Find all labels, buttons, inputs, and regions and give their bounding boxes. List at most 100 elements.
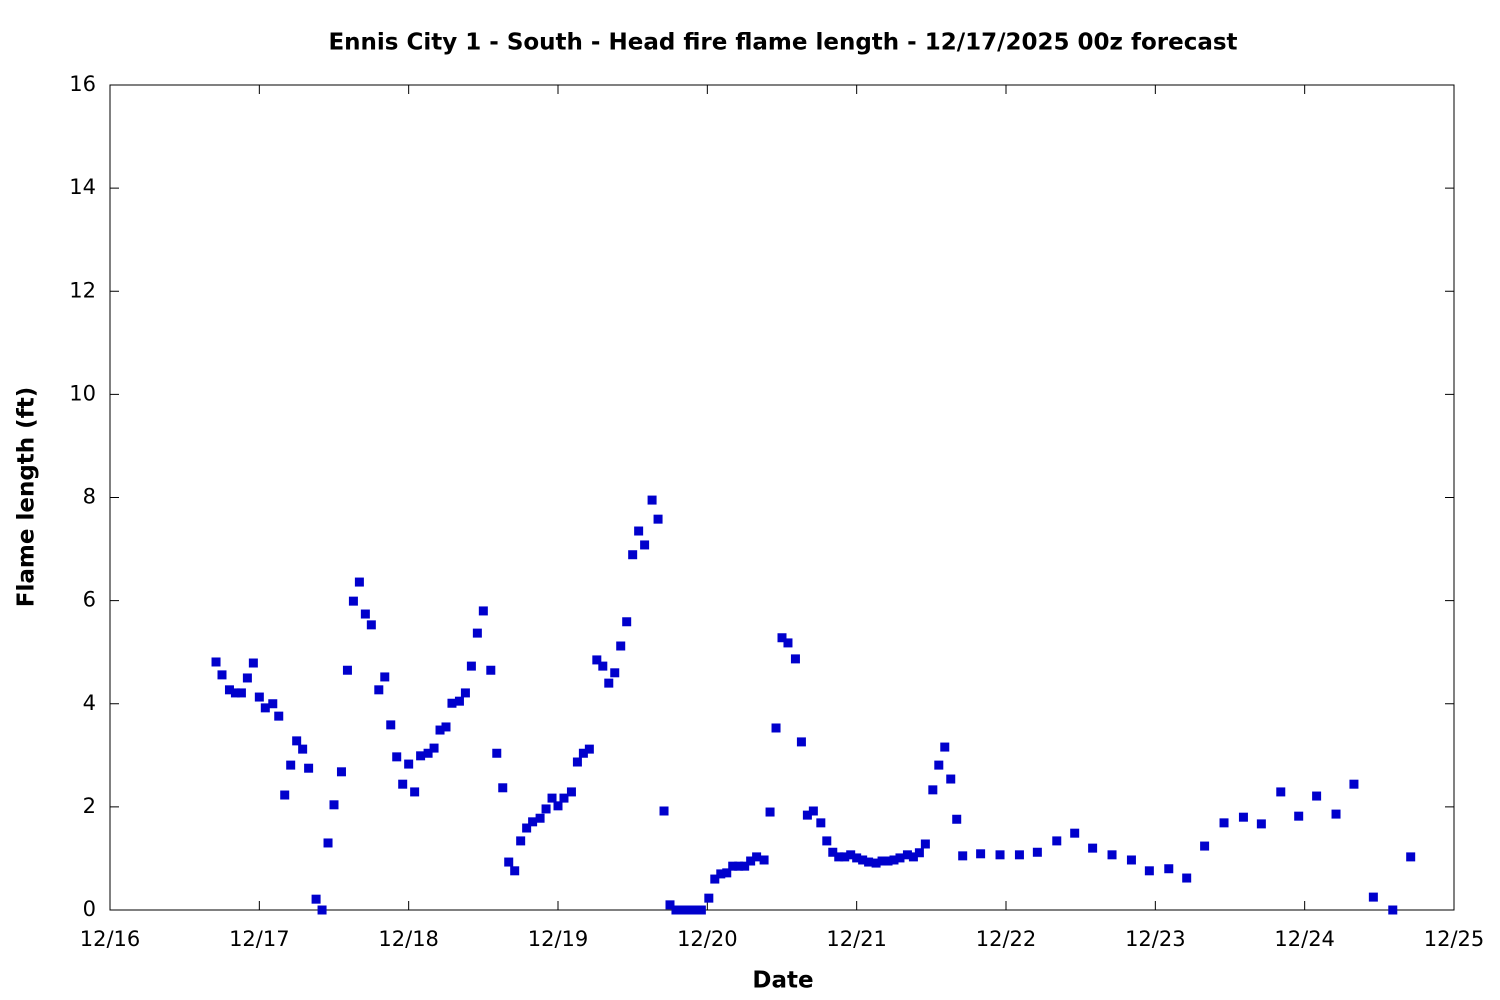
point [304, 763, 314, 773]
point [566, 787, 576, 797]
point [816, 818, 826, 828]
point [710, 874, 720, 884]
y-tick-label: 2 [83, 794, 96, 818]
y-tick-label: 12 [69, 278, 96, 302]
x-tick-label: 12/23 [1125, 927, 1186, 951]
point [958, 851, 968, 861]
y-tick-label: 4 [83, 691, 96, 715]
point [771, 723, 781, 733]
point [592, 655, 602, 665]
x-tick-label: 12/21 [826, 927, 887, 951]
point [366, 620, 376, 630]
point [653, 514, 663, 524]
point [777, 633, 787, 643]
point [740, 861, 750, 871]
point [889, 855, 899, 865]
point [1238, 812, 1248, 822]
point [610, 668, 620, 678]
point [1014, 850, 1024, 860]
x-tick-label: 12/17 [229, 927, 290, 951]
point [716, 869, 726, 879]
point [1088, 843, 1098, 853]
point [535, 813, 545, 823]
point [466, 661, 476, 671]
point [578, 748, 588, 758]
point [647, 495, 657, 505]
point [386, 720, 396, 730]
point [840, 852, 850, 862]
point [398, 779, 408, 789]
point [640, 540, 650, 550]
point [696, 905, 706, 915]
point [765, 807, 775, 817]
point [230, 688, 240, 698]
x-tick-label: 12/19 [528, 927, 589, 951]
point [559, 793, 569, 803]
point [914, 848, 924, 858]
point [416, 751, 426, 761]
y-tick-label: 16 [69, 72, 96, 96]
point [323, 838, 333, 848]
point [659, 806, 669, 816]
point [616, 641, 626, 651]
point [392, 752, 402, 762]
point [1126, 855, 1136, 865]
point [217, 670, 227, 680]
point [783, 638, 793, 648]
point [690, 905, 700, 915]
point [280, 790, 290, 800]
x-axis-title: Date [752, 968, 813, 994]
point [248, 658, 258, 668]
y-tick-label: 10 [69, 381, 96, 405]
point [864, 857, 874, 867]
point [604, 678, 614, 688]
point [460, 688, 470, 698]
point [329, 800, 339, 810]
point [311, 894, 321, 904]
point [211, 657, 221, 667]
point [1200, 841, 1210, 851]
x-tick-label: 12/24 [1274, 927, 1335, 951]
point [671, 905, 681, 915]
point [1294, 811, 1304, 821]
point [498, 783, 508, 793]
point [822, 836, 832, 846]
point [1406, 852, 1416, 862]
point [704, 893, 714, 903]
point [902, 850, 912, 860]
point [360, 609, 370, 619]
point [1107, 850, 1117, 860]
point [808, 806, 818, 816]
point [286, 760, 296, 770]
point [429, 743, 439, 753]
point [796, 737, 806, 747]
point [410, 787, 420, 797]
x-tick-label: 12/16 [80, 927, 141, 951]
x-tick-label: 12/18 [378, 927, 439, 951]
point [946, 774, 956, 784]
point [734, 861, 744, 871]
point [478, 606, 488, 616]
point [934, 760, 944, 770]
point [1070, 828, 1080, 838]
point [628, 550, 638, 560]
point [752, 852, 762, 862]
point [1032, 847, 1042, 857]
y-tick-label: 6 [83, 588, 96, 612]
y-axis-title: Flame length (ft) [14, 387, 40, 607]
point [877, 856, 887, 866]
point [292, 736, 302, 746]
plot-frame [109, 84, 1455, 911]
point [236, 688, 246, 698]
point [342, 665, 352, 675]
point [1052, 836, 1062, 846]
point [634, 526, 644, 536]
point [380, 672, 390, 682]
point [1164, 864, 1174, 874]
point [940, 742, 950, 752]
point [846, 850, 856, 860]
y-tick-label: 0 [83, 897, 96, 921]
point [274, 711, 284, 721]
point [678, 905, 688, 915]
point [598, 661, 608, 671]
